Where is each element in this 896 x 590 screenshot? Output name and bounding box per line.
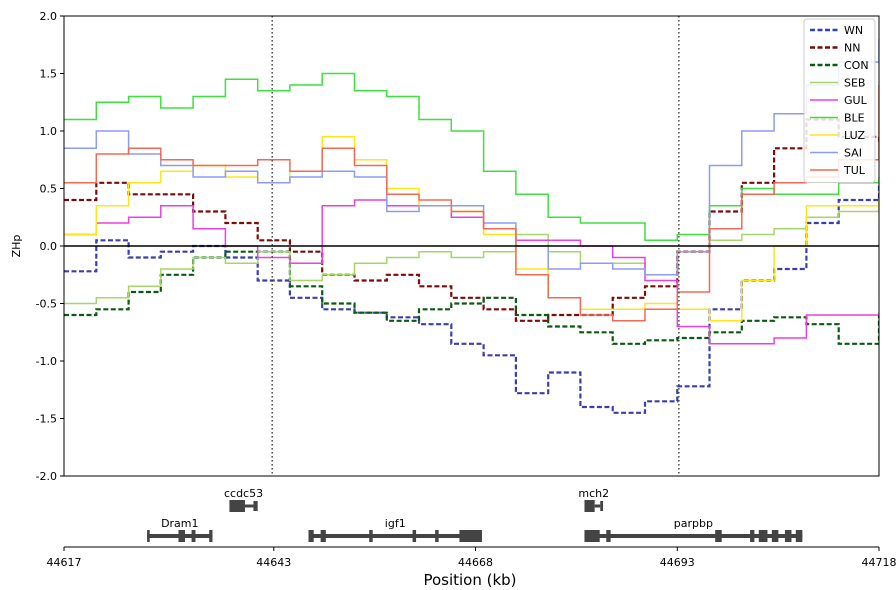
x-tick-label: 44643	[256, 556, 291, 569]
gene-exon	[750, 530, 755, 542]
legend-label: SEB	[844, 77, 865, 90]
gene-exon	[758, 530, 768, 542]
legend-label: WN	[844, 24, 863, 37]
legend-label: TUL	[843, 164, 866, 177]
axes-layer: 2.0 1.5 1.0 0.5 0.0 -0.5 -1.0 -1.5 -2.0 44617 4464…	[36, 10, 896, 569]
gene-exon	[600, 501, 604, 511]
gene-exon	[209, 530, 213, 542]
gene-label: igf1	[385, 517, 406, 530]
legend: WN NN CON SEB GUL BLE LUZ SAI TUL	[803, 18, 876, 183]
x-axis-label: Position (kb)	[423, 571, 516, 589]
gene-exon	[320, 530, 326, 542]
y-tick-label: -2.0	[36, 470, 57, 483]
y-tick-label: -0.5	[36, 298, 57, 311]
gene-exon	[435, 530, 439, 542]
gene-exon	[229, 500, 245, 512]
y-tick-label: 0.0	[40, 240, 58, 253]
gene-exon	[784, 530, 792, 542]
gene-parpbp: parpbp	[584, 517, 803, 542]
legend-label: CON	[844, 59, 869, 72]
y-tick-label: 1.5	[40, 68, 58, 81]
gene-label: mch2	[578, 487, 609, 500]
gene-label: Dram1	[161, 517, 198, 530]
gene-exon	[178, 530, 186, 542]
series-line-seb	[64, 200, 879, 305]
legend-item-con: CON	[810, 59, 869, 72]
legend-label: GUL	[844, 94, 868, 107]
gene-mch2: mch2	[578, 487, 609, 512]
legend-label: LUZ	[844, 129, 865, 142]
y-tick-label: 2.0	[40, 10, 58, 23]
y-tick-label: -1.5	[36, 413, 57, 426]
gene-exon	[715, 530, 722, 542]
series-line-tul	[64, 85, 879, 322]
y-tick-label: 0.5	[40, 183, 58, 196]
legend-item-ble: BLE	[810, 112, 865, 125]
gene-exon	[795, 530, 803, 542]
gene-line	[584, 534, 803, 538]
x-tick-label: 44718	[862, 556, 896, 569]
y-tick-label: 1.0	[40, 125, 58, 138]
gene-exon	[584, 500, 595, 512]
gene-exon	[771, 530, 779, 542]
gene-exon	[606, 530, 611, 542]
legend-item-luz: LUZ	[810, 129, 865, 142]
gene-exon	[369, 530, 373, 542]
legend-item-seb: SEB	[810, 77, 865, 90]
y-tick-label: -1.0	[36, 355, 57, 368]
x-tick-label: 44617	[47, 556, 82, 569]
gene-track: ccdc53 mch2 Dram1 igf1 parpbp	[147, 487, 803, 542]
gene-exon	[412, 530, 417, 542]
legend-item-nn: NN	[810, 42, 860, 55]
legend-frame	[803, 18, 876, 183]
gene-line	[308, 534, 482, 538]
series-line-gul	[64, 199, 879, 345]
gene-intron	[594, 504, 601, 508]
gene-exon	[147, 530, 150, 542]
gene-exon	[308, 530, 314, 542]
gene-exon	[253, 501, 258, 511]
legend-item-gul: GUL	[810, 94, 868, 107]
gene-label: parpbp	[674, 517, 713, 530]
gene-dram1: Dram1	[147, 517, 213, 542]
legend-label: NN	[844, 42, 860, 55]
gene-exon	[191, 530, 196, 542]
legend-label: BLE	[844, 112, 865, 125]
legend-item-wn: WN	[810, 24, 863, 37]
legend-label: SAI	[844, 147, 862, 160]
gene-exon	[459, 530, 482, 542]
legend-item-tul: TUL	[810, 164, 866, 177]
legend-item-sai: SAI	[810, 147, 862, 160]
y-axis-label: ZHp	[10, 235, 23, 258]
gene-intron	[244, 504, 254, 508]
gene-label: ccdc53	[224, 487, 263, 500]
x-tick-label: 44668	[458, 556, 493, 569]
gene-ccdc53: ccdc53	[224, 487, 263, 512]
x-tick-label: 44693	[660, 556, 695, 569]
gene-exon	[584, 530, 600, 542]
gene-igf1: igf1	[308, 517, 482, 542]
